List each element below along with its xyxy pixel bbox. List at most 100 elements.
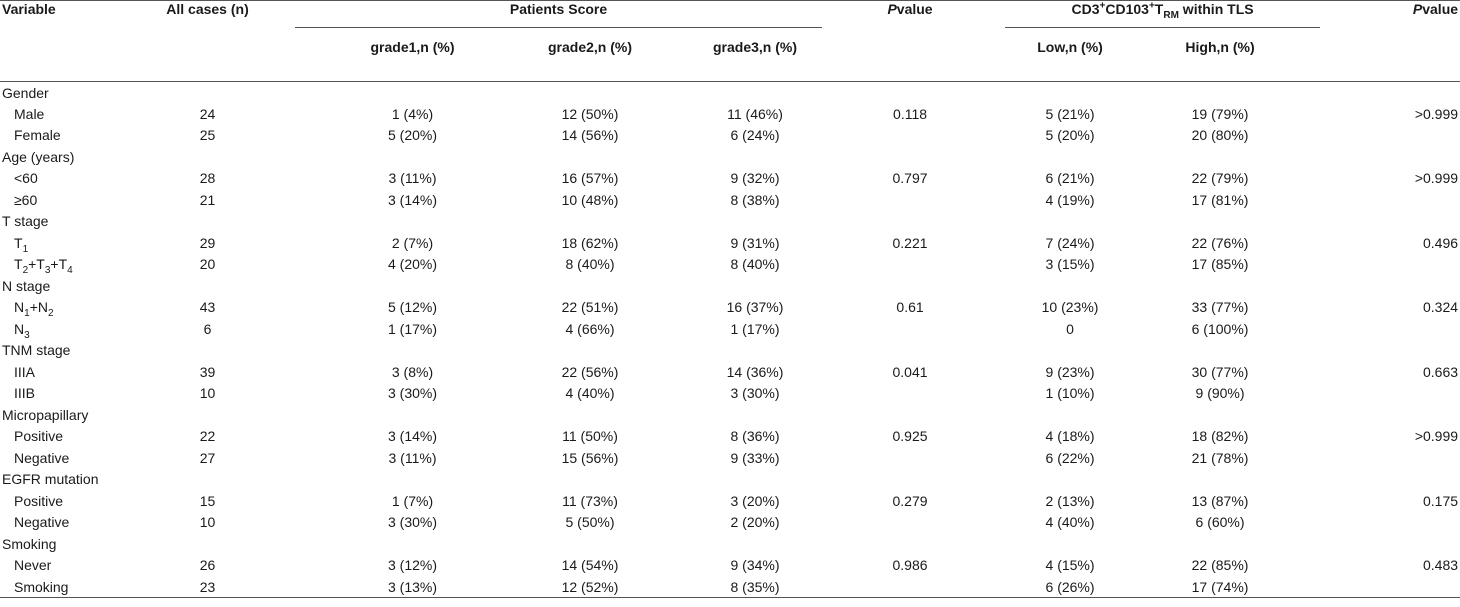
cell-high: 30 (77%) — [1191, 363, 1249, 380]
cell-p1 — [825, 576, 976, 598]
cell-p2: 0.496 — [1423, 234, 1459, 251]
cell-high: 33 (77%) — [1191, 299, 1249, 316]
section-title: Age (years) — [2, 148, 75, 165]
cell-low: 4 (19%) — [1045, 191, 1095, 208]
cell-g2: 10 (48%) — [561, 191, 619, 208]
cell-p2: 0.483 — [1423, 557, 1459, 574]
row-label: IIIB — [14, 385, 36, 402]
cell-g1: 1 (7%) — [391, 492, 434, 509]
grade3-header: grade3,n (%) — [685, 38, 826, 82]
row-label: Negative — [14, 449, 70, 466]
cell-low: 4 (40%) — [1045, 514, 1095, 531]
cell-n: 43 — [199, 299, 216, 316]
row-label-subscript: 2 — [22, 265, 29, 277]
cell-g1: 4 (20%) — [387, 256, 438, 273]
section-title: T stage — [2, 213, 49, 230]
table-row: T2+T3+T4 20 4 (20%) 8 (40%) 8 (40%) 3 (15%) 17… — [0, 254, 1460, 277]
variable-header: Variable — [0, 0, 125, 39]
cell-g2: 11 (50%) — [562, 428, 618, 445]
cell-p1 — [825, 125, 975, 147]
cell-p2 — [1325, 189, 1460, 211]
row-label: Smoking — [0, 576, 125, 598]
cell-high: 19 (79%) — [1191, 105, 1249, 122]
cell-low: 6 (22%) — [1045, 449, 1095, 466]
section-title: N stage — [2, 277, 51, 294]
cell-g2: 12 (52%) — [485, 576, 685, 598]
row-label-subscript: 1 — [22, 243, 29, 255]
cell-g2: 16 (57%) — [561, 170, 619, 187]
cell-p2: 0.324 — [1423, 299, 1459, 316]
cell-g2: 12 (50%) — [561, 105, 619, 122]
table-row: Male 24 1 (4%) 12 (50%) 11 (46%) 0.118 5 (21%)… — [0, 103, 1460, 125]
pvalue-p-1: P — [887, 1, 897, 17]
patients-score-header: Patients Score — [290, 0, 826, 39]
header-empty-2 — [125, 38, 290, 82]
cell-high: 18 (82%) — [1191, 428, 1249, 445]
cell-g1: 3 (11%) — [388, 170, 437, 187]
row-label: N1+N2 — [0, 297, 125, 318]
row-label-text: +N — [29, 299, 48, 316]
cell-g3: 8 (36%) — [730, 428, 780, 445]
pvalue-header-1: Pvalue — [825, 0, 976, 39]
table-row: <60 28 3 (11%) 16 (57%) 9 (32%) 0.797 6 (21%) 2… — [0, 168, 1460, 190]
cell-n: 20 — [199, 256, 216, 273]
section-title: Gender — [2, 84, 49, 101]
trm-plus-2: + — [1148, 0, 1155, 12]
cell-p1: 0.221 — [892, 234, 928, 251]
cell-p2: >0.999 — [1414, 105, 1459, 122]
cell-n: 28 — [199, 170, 216, 187]
cell-p1: 0.041 — [892, 363, 928, 380]
cell-g3: 9 (31%) — [730, 234, 780, 251]
row-label: Negative — [14, 514, 70, 531]
cell-low: 10 (23%) — [1041, 299, 1099, 316]
patients-score-rule — [295, 27, 823, 28]
header-row-top: Variable All cases (n) Patients Score Pv… — [0, 0, 1460, 39]
cell-g3: 9 (32%) — [730, 170, 780, 187]
table-row: Positive 15 1 (7%) 11 (73%) 3 (20%) 0.279 2 (1… — [0, 490, 1460, 512]
cell-high: 17 (74%) — [1145, 576, 1326, 598]
cell-high: 20 (80%) — [1191, 127, 1249, 144]
cell-low: 9 (23%) — [1045, 363, 1095, 380]
cell-p2: >0.999 — [1414, 428, 1459, 445]
table-row: Negative 27 3 (11%) 15 (56%) 9 (33%) 6 (22%) 2… — [0, 447, 1460, 469]
grade2-header: grade2,n (%) — [485, 38, 685, 82]
cell-high: 22 (79%) — [1191, 170, 1249, 187]
row-label: Positive — [14, 492, 64, 509]
cell-g3: 8 (40%) — [730, 256, 780, 273]
header-empty-3 — [825, 38, 976, 82]
cell-g1: 3 (13%) — [290, 576, 485, 598]
cell-high: 22 (85%) — [1191, 557, 1249, 574]
cell-n: 29 — [199, 234, 216, 251]
row-label: T1 — [0, 232, 125, 254]
cell-g1: 1 (17%) — [387, 320, 438, 337]
cell-low: 3 (15%) — [1045, 256, 1095, 273]
cell-g3: 8 (38%) — [730, 191, 780, 208]
table-row: IIIB 10 3 (30%) 4 (40%) 3 (30%) 1 (10%) 9 (90%… — [0, 383, 1460, 405]
cell-p2 — [1325, 254, 1460, 276]
cell-g3: 2 (20%) — [730, 514, 780, 531]
cell-low: 1 (10%) — [1045, 385, 1095, 402]
grade1-header: grade1,n (%) — [290, 38, 485, 82]
trm-header: CD3+CD103+TRM within TLS — [975, 0, 1326, 39]
cell-n: 15 — [199, 492, 216, 509]
cell-g1: 3 (11%) — [388, 449, 437, 466]
cell-p1: 0.925 — [892, 428, 928, 445]
row-label-text: N — [14, 320, 25, 337]
cell-p2 — [1325, 447, 1460, 469]
row-label: ≥60 — [14, 191, 38, 208]
cell-g2: 4 (40%) — [565, 385, 615, 402]
cell-p1 — [825, 447, 975, 469]
row-label: <60 — [14, 170, 38, 187]
trm-plus-1: + — [1099, 0, 1106, 12]
low-header: Low,n (%) — [975, 38, 1146, 82]
table-row: ≥60 21 3 (14%) 10 (48%) 8 (38%) 4 (19%) 17 (81… — [0, 189, 1460, 211]
cell-n: 24 — [199, 105, 216, 122]
cell-g1: 5 (20%) — [387, 127, 438, 144]
section-title: EGFR mutation — [2, 471, 99, 488]
section-row: T stage — [0, 211, 1460, 233]
table-row: Positive 22 3 (14%) 11 (50%) 8 (36%) 0.925 4 (… — [0, 426, 1460, 448]
cell-g3: 3 (20%) — [730, 492, 780, 509]
trm-cd103: CD103 — [1105, 1, 1149, 17]
cell-g1: 3 (8%) — [391, 363, 434, 380]
pvalue-rest-2: value — [1422, 1, 1459, 17]
